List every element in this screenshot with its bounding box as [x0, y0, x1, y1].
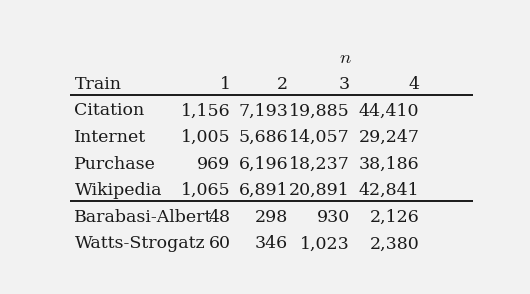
Text: 1,023: 1,023: [300, 235, 350, 252]
Text: 4: 4: [409, 76, 420, 93]
Text: Citation: Citation: [74, 102, 145, 119]
Text: 969: 969: [197, 156, 231, 173]
Text: 6,196: 6,196: [238, 156, 288, 173]
Text: 38,186: 38,186: [359, 156, 420, 173]
Text: 7,193: 7,193: [238, 102, 288, 119]
Text: 5,686: 5,686: [238, 129, 288, 146]
Text: 3: 3: [339, 76, 350, 93]
Text: 1,005: 1,005: [181, 129, 231, 146]
Text: 2: 2: [277, 76, 288, 93]
Text: 1: 1: [219, 76, 231, 93]
Text: 6,891: 6,891: [238, 182, 288, 199]
Text: Train: Train: [74, 76, 121, 93]
Text: Wikipedia: Wikipedia: [74, 182, 162, 199]
Text: Internet: Internet: [74, 129, 147, 146]
Text: Barabasi-Albert: Barabasi-Albert: [74, 209, 213, 226]
Text: 42,841: 42,841: [359, 182, 420, 199]
Text: 48: 48: [208, 209, 231, 226]
Text: 930: 930: [316, 209, 350, 226]
Text: 14,057: 14,057: [289, 129, 350, 146]
Text: 2,126: 2,126: [370, 209, 420, 226]
Text: Purchase: Purchase: [74, 156, 156, 173]
Text: 20,891: 20,891: [289, 182, 350, 199]
Text: 19,885: 19,885: [289, 102, 350, 119]
Text: 298: 298: [255, 209, 288, 226]
Text: $n$: $n$: [339, 48, 352, 67]
Text: 2,380: 2,380: [370, 235, 420, 252]
Text: 18,237: 18,237: [289, 156, 350, 173]
Text: 1,065: 1,065: [181, 182, 231, 199]
Text: 346: 346: [255, 235, 288, 252]
Text: 60: 60: [208, 235, 231, 252]
Text: Watts-Strogatz: Watts-Strogatz: [74, 235, 205, 252]
Text: 1,156: 1,156: [181, 102, 231, 119]
Text: 44,410: 44,410: [359, 102, 420, 119]
Text: 29,247: 29,247: [358, 129, 420, 146]
